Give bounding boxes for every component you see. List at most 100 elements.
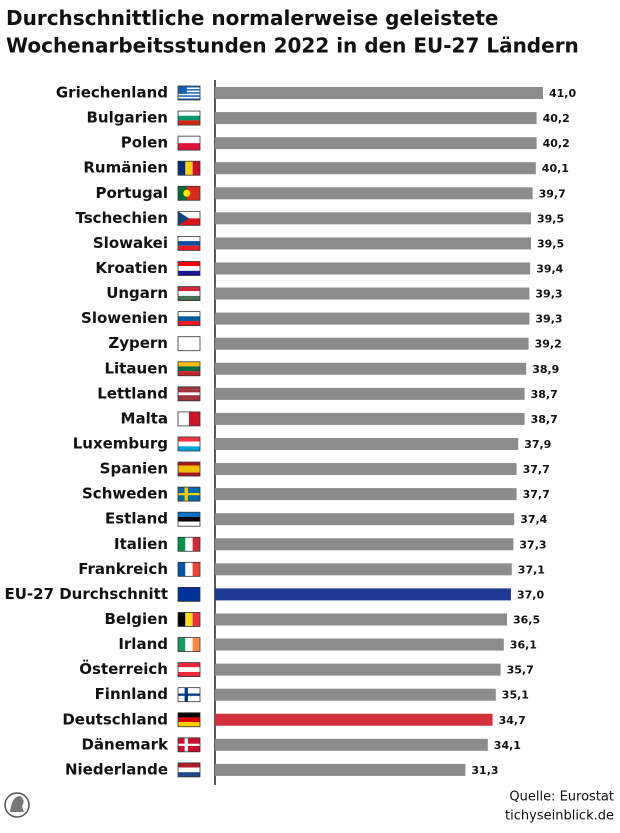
flag-part [178, 767, 200, 773]
bar [215, 287, 530, 300]
bar [215, 162, 536, 175]
flag [177, 311, 201, 327]
flag-border [177, 687, 201, 703]
flag-part [178, 186, 187, 201]
flag-part [178, 392, 200, 396]
flag-part [178, 270, 200, 276]
bar [215, 312, 530, 325]
flag [177, 737, 201, 753]
bar [215, 337, 529, 350]
flag [177, 511, 201, 527]
flag-part [178, 115, 200, 121]
flag-part [178, 95, 200, 97]
flag-part [178, 717, 200, 723]
flag-part [178, 371, 200, 376]
flag-part [178, 89, 200, 91]
value-label: 37,4 [520, 513, 547, 526]
bar [215, 262, 531, 275]
flag-part [189, 411, 200, 426]
flag-part [178, 286, 200, 292]
y-tick-label: Polen [121, 134, 168, 152]
flag-part [178, 336, 200, 351]
flag [177, 135, 201, 151]
y-tick-label: Portugal [95, 184, 168, 202]
y-tick-label: Schweden [82, 485, 168, 503]
flag-part [178, 472, 200, 477]
flag-part [178, 161, 186, 176]
flag-part [178, 111, 200, 116]
flag-border [177, 185, 201, 201]
value-label: 37,7 [523, 463, 550, 476]
bar [215, 463, 517, 476]
y-tick-label: Luxemburg [73, 434, 168, 452]
flag-part [178, 441, 200, 447]
flag-part [178, 693, 200, 696]
flag-border [177, 511, 201, 527]
bar [215, 613, 507, 626]
value-label: 37,3 [519, 538, 546, 551]
flag-part [178, 469, 200, 473]
value-label: 39,5 [537, 212, 564, 225]
flag [177, 637, 201, 652]
flag-border [177, 210, 201, 226]
flag-part [178, 389, 200, 393]
flag-part [178, 120, 200, 126]
flag-part [178, 320, 200, 326]
flag-border [177, 587, 201, 602]
value-label: 39,4 [536, 262, 563, 275]
flag [177, 486, 201, 502]
flag-part [178, 386, 200, 390]
bar [215, 563, 512, 576]
value-label: 34,7 [499, 714, 526, 727]
value-label: 38,9 [532, 363, 559, 376]
flag-border [177, 236, 201, 251]
y-tick-label: Malta [121, 409, 168, 427]
bar [215, 387, 525, 400]
flag-border [177, 737, 201, 753]
flag-part [178, 86, 187, 94]
y-tick-label: Deutschland [62, 710, 168, 728]
flag-border [177, 361, 201, 377]
flag-part [178, 411, 189, 426]
chart-title-line2: Wochenarbeitsstunden 2022 in den EU-27 L… [6, 34, 579, 58]
flag-part [178, 261, 200, 267]
flag-part [178, 712, 200, 718]
flag-part [192, 562, 200, 577]
y-tick-label: Litauen [104, 359, 168, 377]
value-label: 34,1 [494, 739, 521, 752]
bar [215, 362, 527, 375]
flag-part [178, 92, 200, 94]
value-label: 37,1 [518, 563, 545, 576]
flag-part [178, 241, 200, 246]
flag-part [178, 211, 200, 219]
y-tick-label: Rumänien [83, 159, 168, 177]
flag-border [177, 762, 201, 778]
flag-part [178, 395, 200, 399]
y-tick-label: Tschechien [76, 209, 168, 227]
flag-part [178, 637, 186, 652]
flag-part [178, 465, 200, 470]
flag-part [178, 743, 200, 746]
flag-part [185, 612, 193, 627]
flag-part [185, 161, 193, 176]
y-tick-label: Slowenien [81, 309, 168, 327]
flag-part [178, 311, 200, 317]
y-tick-label: Finnland [95, 685, 168, 703]
flag-part [178, 493, 200, 496]
flag-part [178, 236, 200, 242]
flag-part [178, 218, 200, 226]
value-label: 38,7 [531, 413, 558, 426]
flag [177, 561, 201, 577]
y-tick-label: Italien [114, 535, 168, 553]
bar [215, 112, 537, 125]
y-tick-label: Österreich [79, 659, 168, 678]
value-label: 39,5 [537, 237, 564, 250]
flag-part [178, 136, 200, 144]
flag-part [185, 537, 193, 552]
flag-part [192, 161, 200, 176]
flag-part [178, 143, 200, 151]
flag-part [192, 537, 200, 552]
flag [177, 386, 201, 402]
value-label: 39,3 [535, 313, 562, 326]
flag [177, 587, 201, 602]
